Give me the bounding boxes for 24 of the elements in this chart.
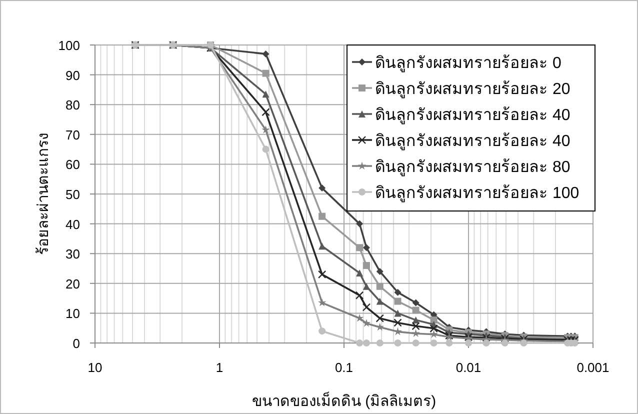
y-axis-title: ร้อยละผ่านตะแกรง <box>35 133 52 255</box>
y-tick-label: 80 <box>66 98 80 113</box>
y-tick-label: 50 <box>66 187 80 202</box>
legend-label: ดินลูกรังผสมทรายร้อยละ 100 <box>375 184 580 203</box>
x-tick-label: 0.001 <box>576 360 610 375</box>
y-tick-label: 10 <box>66 306 80 322</box>
y-tick-label: 100 <box>58 38 80 53</box>
y-tick-label: 70 <box>66 127 80 142</box>
legend-label: ดินลูกรังผสมทรายร้อยละ 40 <box>375 106 570 125</box>
legend-label: ดินลูกรังผสมทรายร้อยละ 40 <box>375 132 570 151</box>
legend-label: ดินลูกรังผสมทรายร้อยละ 20 <box>375 80 570 99</box>
x-tick-label: 0.1 <box>334 360 354 375</box>
y-tick-label: 40 <box>66 216 80 232</box>
y-tick-label: 90 <box>66 68 80 83</box>
y-tick-label: 20 <box>66 276 80 292</box>
x-tick-label: 1 <box>216 360 224 375</box>
x-axis-title: ขนาดของเม็ดดิน (มิลลิเมตร) <box>252 391 436 410</box>
legend-label: ดินลูกรังผสมทรายร้อยละ 80 <box>375 158 570 177</box>
y-tick-label: 30 <box>66 246 80 262</box>
legend-label: ดินลูกรังผสมทรายร้อยละ 0 <box>375 54 562 73</box>
y-tick-label: 60 <box>66 157 80 172</box>
x-tick-label: 10 <box>88 360 102 375</box>
x-tick-label: 0.01 <box>456 360 482 375</box>
y-tick-label: 0 <box>72 336 80 351</box>
